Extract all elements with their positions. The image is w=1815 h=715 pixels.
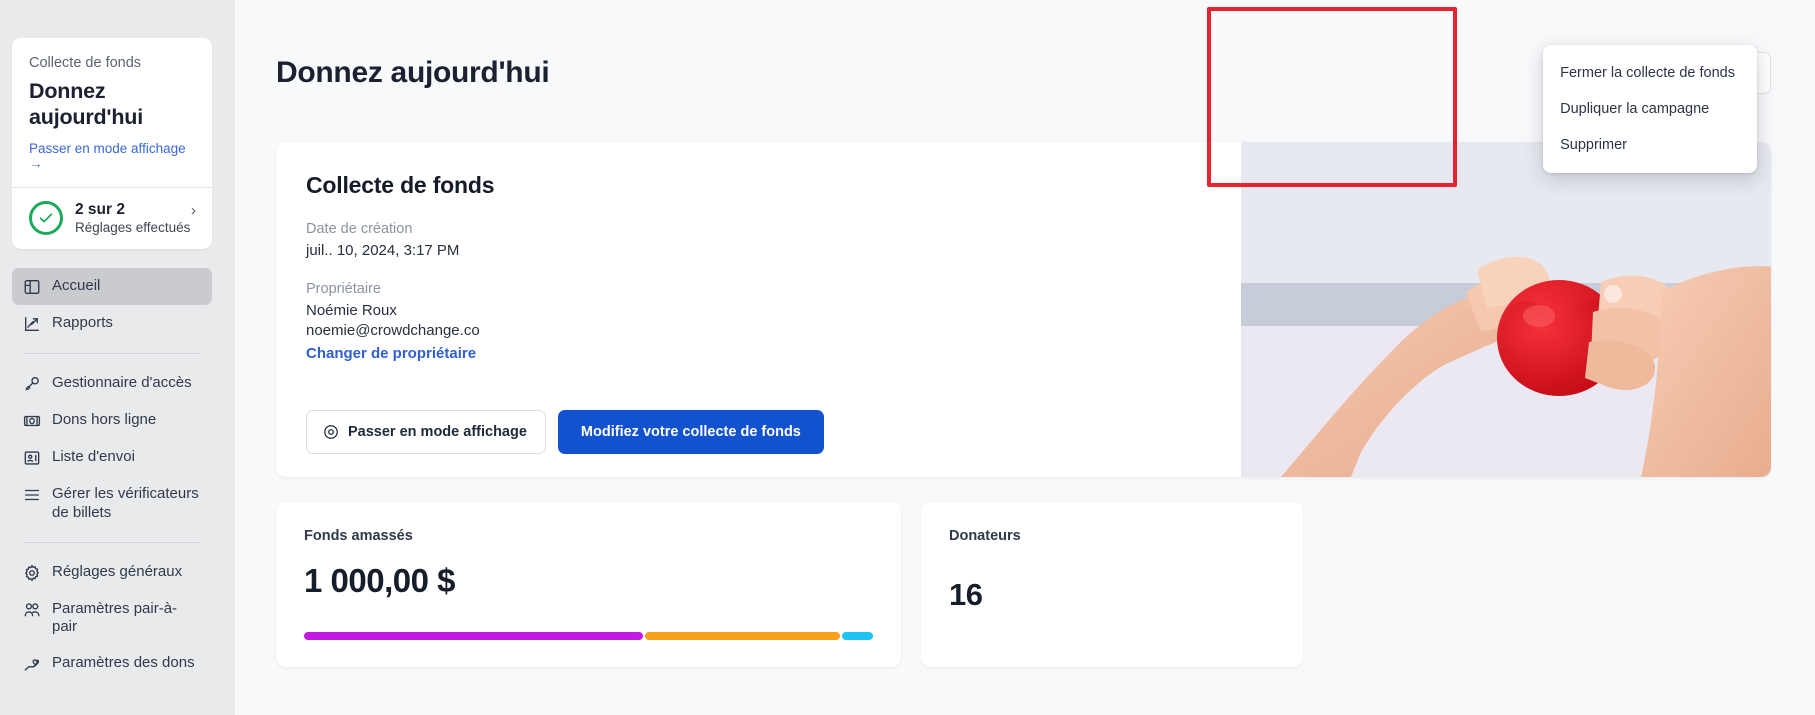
setup-progress-count: 2 sur 2 [75, 201, 125, 219]
view-mode-button[interactable]: Passer en mode affichage [306, 410, 546, 455]
funds-progress-bar [304, 632, 873, 641]
owner-label: Propriétaire [306, 281, 381, 298]
divider [23, 353, 201, 355]
page-title: Donnez aujourd'hui [276, 56, 550, 90]
segment-cyan [841, 632, 873, 641]
layout-icon [23, 278, 41, 296]
fundraiser-hero-image [1241, 142, 1771, 478]
funds-raised-card: Fonds amassés 1 000,00 $ [276, 502, 901, 668]
segment-magenta [304, 632, 644, 641]
sidebar-nav: Accueil Rapports Gestionnaire d'accès [0, 268, 235, 682]
owner-field: Propriétaire Noémie Roux noemie@crowdcha… [306, 281, 1207, 363]
divider [12, 187, 212, 189]
sidebar-item-rapports[interactable]: Rapports [12, 305, 212, 342]
chevron-right-icon[interactable]: › [191, 201, 196, 219]
sidebar-item-gestionnaire-dacces[interactable]: Gestionnaire d'accès [12, 365, 212, 402]
created-date-label: Date de création [306, 221, 413, 238]
view-mode-button-label: Passer en mode affichage [348, 424, 527, 441]
edit-fundraiser-button[interactable]: Modifiez votre collecte de fonds [557, 410, 824, 455]
sidebar-item-parametres-pair-a-pair[interactable]: Paramètres pair-à-pair [12, 591, 212, 646]
segment-orange [645, 632, 840, 641]
hero-illustration [1241, 256, 1771, 478]
campaign-summary-card: Collecte de fonds Donnez aujourd'hui Pas… [12, 38, 212, 250]
card-title: Collecte de fonds [306, 172, 495, 199]
fundraiser-info-card: Collecte de fonds Date de création juil.… [276, 142, 1771, 478]
sidebar-item-parametres-des-dons[interactable]: Paramètres des dons [12, 645, 212, 682]
owner-email: noemie@crowdchange.co [306, 322, 480, 340]
donors-value: 16 [949, 577, 983, 613]
more-options-menu: Fermer la collecte de fonds Dupliquer la… [1543, 45, 1757, 173]
chart-arrow-icon [23, 315, 41, 333]
sidebar-item-label: Accueil [52, 277, 101, 295]
campaign-type-label: Collecte de fonds [29, 55, 142, 71]
sidebar-item-reglages-generaux[interactable]: Réglages généraux [12, 554, 212, 591]
sidebar-item-label: Paramètres des dons [52, 654, 195, 672]
gear-icon [23, 564, 41, 582]
people-icon [23, 601, 41, 619]
check-circle-icon [29, 201, 63, 236]
contact-card-icon [23, 449, 41, 467]
menu-item-duplicate-campaign[interactable]: Dupliquer la campagne [1560, 101, 1710, 117]
sidebar-item-label: Liste d'envoi [52, 448, 135, 466]
sidebar-item-label: Rapports [52, 314, 113, 332]
donors-card: Donateurs 16 [921, 502, 1303, 668]
sidebar-item-label: Gestionnaire d'accès [52, 374, 192, 392]
campaign-name: Donnez aujourd'hui [29, 78, 143, 130]
created-date-value: juil.. 10, 2024, 3:17 PM [306, 242, 460, 260]
edit-fundraiser-button-label: Modifiez votre collecte de fonds [580, 424, 801, 441]
created-date-field: Date de création juil.. 10, 2024, 3:17 P… [306, 221, 1207, 259]
sidebar-item-label: Réglages généraux [52, 562, 183, 580]
sidebar-item-accueil[interactable]: Accueil [12, 268, 212, 306]
main-content: Donnez aujourd'hui Collecte de fonds Dat… [235, 0, 1815, 715]
hand-heart-icon [23, 655, 41, 673]
menu-item-close-fundraiser[interactable]: Fermer la collecte de fonds [1560, 65, 1735, 81]
setup-progress-label: Réglages effectués [75, 220, 191, 236]
campaign-summary-top: Collecte de fonds Donnez aujourd'hui Pas… [12, 38, 212, 187]
sidebar-item-label: Paramètres pair-à-pair [52, 599, 178, 636]
setup-progress-row[interactable]: 2 sur 2 › Réglages effectués [12, 188, 212, 249]
ticket-list-icon [23, 486, 41, 504]
sidebar: Collecte de fonds Donnez aujourd'hui Pas… [0, 0, 235, 715]
setup-progress-text: 2 sur 2 › Réglages effectués [75, 201, 198, 235]
change-owner-link[interactable]: Changer de propriétaire [306, 345, 477, 363]
sidebar-item-gerer-les-verificateurs-de-billets[interactable]: Gérer les vérificateurs de billets [12, 476, 212, 531]
key-icon [23, 375, 41, 393]
sidebar-item-liste-denvoi[interactable]: Liste d'envoi [12, 439, 212, 476]
divider [23, 541, 201, 543]
view-mode-link[interactable]: Passer en mode affichage → [29, 141, 186, 172]
sidebar-item-label: Gérer les vérificateurs de billets [52, 485, 199, 521]
fundraiser-info-details: Collecte de fonds Date de création juil.… [276, 142, 1241, 477]
sidebar-item-label: Dons hors ligne [52, 411, 157, 429]
menu-item-delete[interactable]: Supprimer [1560, 137, 1627, 153]
banknote-icon [23, 412, 41, 430]
hands-holding-heart-image [1241, 142, 1771, 478]
owner-name: Noémie Roux [306, 302, 397, 320]
stats-row: Fonds amassés 1 000,00 $ Donateurs 16 [276, 502, 1771, 668]
card-actions: Passer en mode affichage Modifiez votre … [306, 410, 1207, 455]
donors-label: Donateurs [949, 528, 1021, 545]
sidebar-item-dons-hors-ligne[interactable]: Dons hors ligne [12, 402, 212, 439]
funds-raised-label: Fonds amassés [304, 528, 413, 545]
eye-icon [323, 424, 339, 440]
funds-raised-value: 1 000,00 $ [304, 562, 455, 600]
